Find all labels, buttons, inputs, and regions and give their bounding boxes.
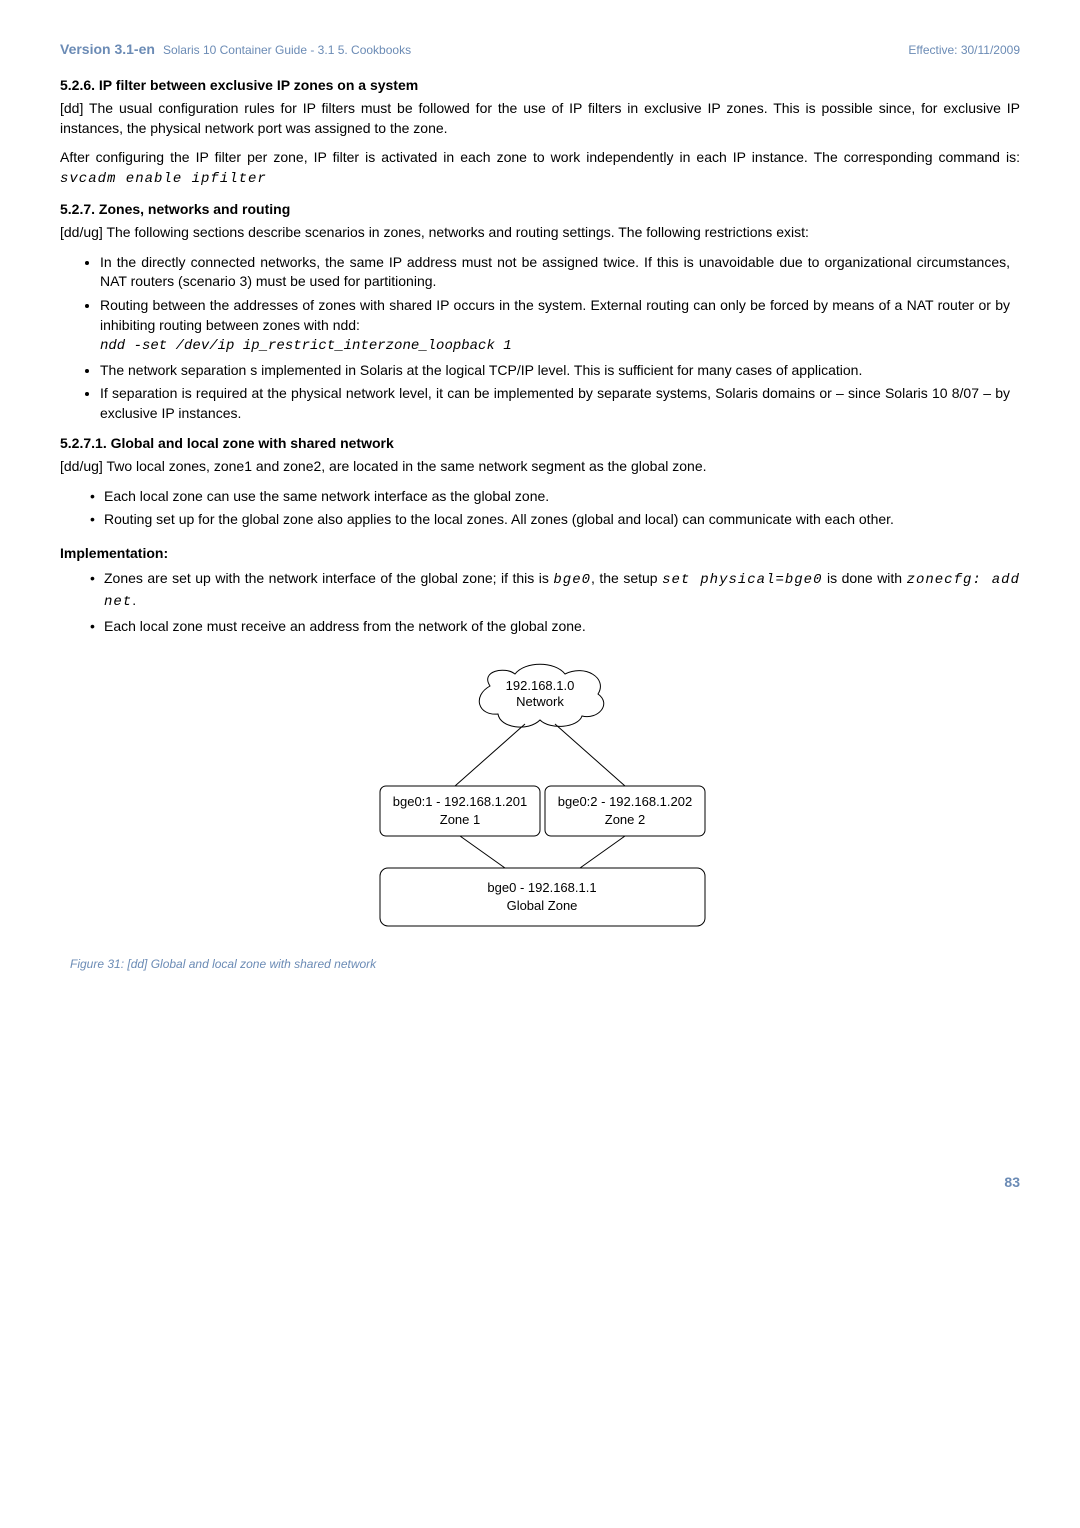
zone1-if-text: bge0:1 - 192.168.1.201	[393, 794, 527, 809]
bullet-527-4: If separation is required at the physica…	[100, 384, 1020, 423]
diagram-container: 192.168.1.0 Network bge0:1 - 192.168.1.2…	[60, 656, 1020, 946]
header-effective: Effective: 30/11/2009	[908, 42, 1020, 59]
impl-1-post: .	[132, 592, 136, 608]
bullet-5271-1: Each local zone can use the same network…	[90, 487, 1020, 507]
para-526-2: After configuring the IP filter per zone…	[60, 148, 1020, 189]
figure-caption: Figure 31: [dd] Global and local zone wi…	[70, 956, 1020, 973]
cmd-ndd: ndd -set /dev/ip ip_restrict_interzone_l…	[100, 338, 512, 354]
bullets-5271: Each local zone can use the same network…	[90, 487, 1020, 530]
global-zone-box	[380, 868, 705, 926]
zone2-label-text: Zone 2	[605, 812, 645, 827]
impl-1-mid: , the setup	[591, 570, 662, 586]
version-label: Version 3.1-en	[60, 40, 155, 60]
global-label-text: Global Zone	[507, 898, 578, 913]
para-5271-1: [dd/ug] Two local zones, zone1 and zone2…	[60, 457, 1020, 477]
impl-1-c2: set physical=bge0	[662, 572, 822, 588]
network-diagram: 192.168.1.0 Network bge0:1 - 192.168.1.2…	[360, 656, 720, 946]
impl-1-c1: bge0	[553, 572, 591, 588]
link-down-right	[580, 836, 625, 868]
network-label-text: Network	[516, 694, 564, 709]
bullets-527: In the directly connected networks, the …	[100, 253, 1020, 424]
heading-5271: 5.2.7.1. Global and local zone with shar…	[60, 434, 1020, 454]
para-526-1: [dd] The usual configuration rules for I…	[60, 99, 1020, 138]
page-number: 83	[60, 1173, 1020, 1193]
page-header: Version 3.1-en Solaris 10 Container Guid…	[60, 40, 1020, 60]
impl-1-pre: Zones are set up with the network interf…	[104, 570, 553, 586]
para-527-1: [dd/ug] The following sections describe …	[60, 223, 1020, 243]
global-if-text: bge0 - 192.168.1.1	[487, 880, 596, 895]
bullet-5271-2: Routing set up for the global zone also …	[90, 510, 1020, 530]
impl-heading: Implementation:	[60, 544, 1020, 564]
bullet-527-2-text: Routing between the addresses of zones w…	[100, 297, 1010, 333]
header-title: Solaris 10 Container Guide - 3.1 5. Cook…	[163, 42, 411, 59]
para-526-2-text: After configuring the IP filter per zone…	[60, 149, 1020, 165]
link-left	[455, 724, 525, 786]
bullet-527-2: Routing between the addresses of zones w…	[100, 296, 1020, 357]
network-ip-text: 192.168.1.0	[506, 678, 575, 693]
header-left: Version 3.1-en Solaris 10 Container Guid…	[60, 40, 411, 60]
impl-1: Zones are set up with the network interf…	[90, 569, 1020, 612]
impl-bullets: Zones are set up with the network interf…	[90, 569, 1020, 636]
cmd-svcadm: svcadm enable ipfilter	[60, 171, 267, 187]
zone1-label-text: Zone 1	[440, 812, 480, 827]
zone2-if-text: bge0:2 - 192.168.1.202	[558, 794, 692, 809]
bullet-527-3: The network separation s implemented in …	[100, 361, 1020, 381]
heading-526: 5.2.6. IP filter between exclusive IP zo…	[60, 76, 1020, 96]
link-right	[555, 724, 625, 786]
link-down-left	[460, 836, 505, 868]
impl-1-mid2: is done with	[822, 570, 906, 586]
impl-2: Each local zone must receive an address …	[90, 617, 1020, 637]
bullet-527-1: In the directly connected networks, the …	[100, 253, 1020, 292]
heading-527: 5.2.7. Zones, networks and routing	[60, 200, 1020, 220]
